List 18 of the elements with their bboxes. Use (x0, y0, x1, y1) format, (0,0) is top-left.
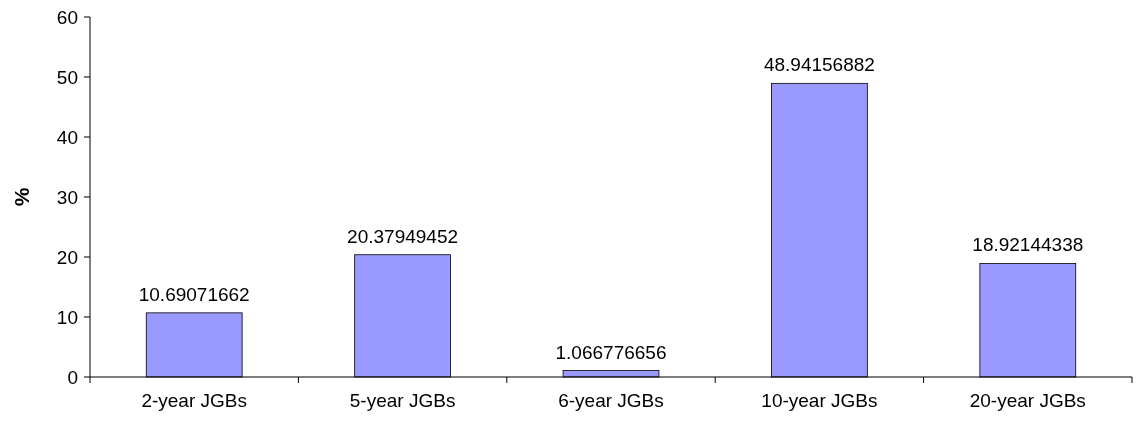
x-tick-label: 6-year JGBs (558, 390, 664, 411)
data-label: 20.37949452 (347, 225, 459, 247)
y-tick-label: 10 (56, 306, 78, 328)
x-tick-label: 10-year JGBs (761, 390, 878, 411)
data-label: 18.92144338 (972, 234, 1084, 256)
y-axis-title: % (10, 187, 34, 207)
y-tick-label: 50 (56, 66, 78, 88)
data-label: 48.94156882 (763, 54, 875, 76)
y-tick-label: 20 (56, 246, 78, 268)
x-tick-label: 20-year JGBs (969, 390, 1086, 411)
y-tick-label: 60 (56, 6, 78, 28)
y-tick-label: 40 (56, 126, 78, 148)
y-tick-label: 30 (56, 186, 78, 208)
x-tick-label: 2-year JGBs (141, 390, 247, 411)
data-label: 1.066776656 (555, 341, 667, 363)
data-label: 10.69071662 (138, 283, 250, 305)
x-tick-label: 5-year JGBs (349, 390, 456, 411)
y-tick-label: 0 (67, 366, 78, 388)
